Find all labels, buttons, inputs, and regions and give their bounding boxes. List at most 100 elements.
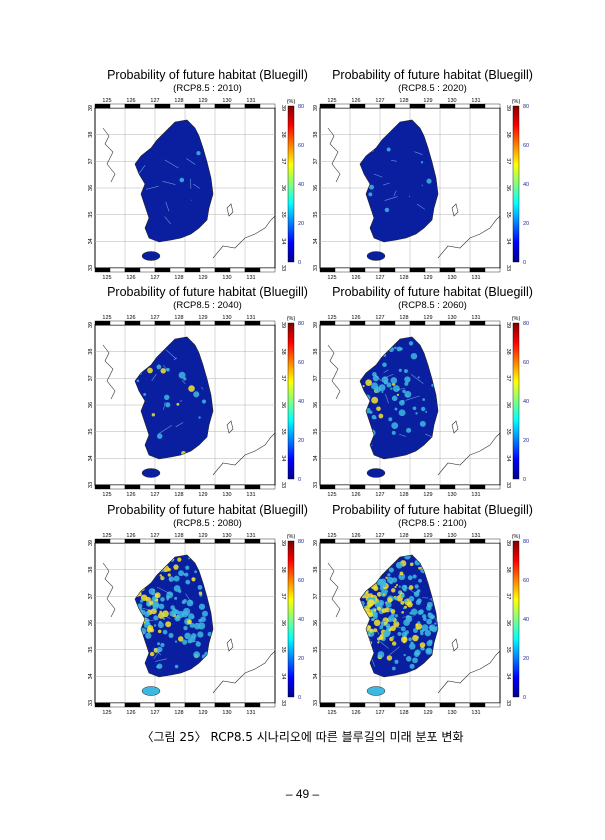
lat-tick-label: 37 (280, 593, 286, 599)
border-bar (229, 702, 246, 708)
lon-tick-label: 130 (447, 492, 456, 498)
habitat-cell (410, 641, 414, 645)
border-bar (334, 320, 351, 326)
border-bar (409, 702, 426, 708)
colorbar-tick-label: 0 (523, 260, 526, 266)
habitat-cell (418, 566, 421, 570)
river-line (371, 657, 376, 667)
border-bar (349, 320, 366, 326)
lat-tick-label: 33 (313, 482, 319, 488)
habitat-cell (404, 369, 408, 374)
habitat-cell (184, 632, 191, 640)
habitat-cell (395, 584, 399, 587)
habitat-cell (426, 178, 432, 184)
border-bar (484, 538, 501, 544)
lat-tick-label: 35 (88, 647, 94, 653)
lat-tick-label: 38 (505, 567, 511, 573)
border-bar (319, 538, 336, 544)
habitat-cell (416, 589, 421, 593)
river-line (175, 422, 184, 428)
habitat-cell (418, 578, 422, 583)
border-bar (259, 320, 276, 326)
border-bar (424, 320, 441, 326)
colorbar-tick-label: 40 (523, 617, 529, 623)
lon-tick-label: 127 (150, 275, 159, 281)
habitat-cell (373, 628, 378, 633)
habitat-cell (174, 640, 178, 643)
panel-subtitle: (RCP8.5 : 2040) (173, 300, 242, 311)
map-panel: Probability of future habitat (Bluegill)… (88, 503, 320, 716)
lon-tick-label: 127 (150, 492, 159, 498)
lat-tick-label: 36 (313, 620, 319, 626)
habitat-cell (144, 620, 150, 626)
river-line (373, 173, 383, 178)
border-bar (259, 702, 276, 708)
habitat-cell (189, 636, 196, 643)
border-bar (319, 320, 336, 326)
border-bar (154, 484, 171, 490)
habitat-cell (391, 641, 397, 646)
habitat-cell (385, 576, 388, 580)
river-line (179, 399, 183, 402)
river-line (163, 365, 169, 372)
lat-tick-label: 35 (313, 429, 319, 435)
habitat-cell (361, 596, 365, 599)
border-bar (244, 267, 261, 273)
border-bar (439, 538, 456, 544)
habitat-cell (388, 417, 393, 422)
lon-tick-label: 127 (375, 98, 384, 104)
lat-tick-label: 35 (280, 647, 286, 653)
habitat-cell (157, 642, 161, 646)
colorbar-tick-label: 40 (523, 399, 529, 405)
lon-tick-label: 126 (351, 533, 360, 539)
colorbar-tick-label: 0 (298, 260, 301, 266)
habitat-cell (378, 413, 384, 419)
habitat-cell (368, 192, 373, 197)
border-bar (379, 484, 396, 490)
colorbar-tick-label: 40 (298, 617, 304, 623)
lat-tick-label: 39 (313, 105, 319, 111)
coastline-west (327, 562, 341, 618)
lon-tick-label: 126 (351, 492, 360, 498)
habitat-cell (434, 622, 437, 625)
lat-tick-label: 36 (280, 185, 286, 191)
lat-tick-label: 33 (505, 700, 511, 706)
border-bar (259, 267, 276, 273)
habitat-cell (406, 601, 413, 608)
habitat-cell (392, 666, 396, 671)
border-bar (154, 702, 171, 708)
river-line (145, 185, 159, 190)
lon-tick-label: 125 (327, 98, 336, 104)
border-bar (214, 320, 231, 326)
border-bar (409, 538, 426, 544)
lon-tick-label: 128 (399, 315, 408, 321)
habitat-cell (381, 390, 384, 394)
habitat-cell (396, 393, 400, 396)
river-line (393, 190, 397, 197)
border-bar (484, 103, 501, 109)
border-bar (424, 267, 441, 273)
habitat-cell (409, 643, 416, 650)
habitat-cell (166, 598, 169, 601)
border-bar (169, 538, 186, 544)
border-bar (229, 103, 246, 109)
habitat-cell (417, 376, 420, 379)
lat-tick-label: 38 (88, 132, 94, 138)
river-line (383, 373, 394, 379)
habitat-cell (162, 577, 165, 580)
lon-tick-label: 125 (102, 315, 111, 321)
lon-tick-label: 129 (198, 315, 207, 321)
colorbar-tick-label: 60 (523, 143, 529, 149)
habitat-cell (404, 390, 412, 398)
tsushima-island (226, 638, 234, 652)
tsushima-island (451, 203, 459, 217)
panel-subtitle: (RCP8.5 : 2060) (398, 300, 467, 311)
habitat-cell (365, 379, 372, 386)
colorbar-tick-label: 20 (523, 438, 529, 444)
border-bar (124, 267, 141, 273)
habitat-cell (390, 625, 396, 632)
coastline-japan (212, 215, 276, 259)
habitat-cell (176, 402, 180, 406)
habitat-cell (426, 618, 432, 625)
habitat-cell (156, 433, 163, 439)
